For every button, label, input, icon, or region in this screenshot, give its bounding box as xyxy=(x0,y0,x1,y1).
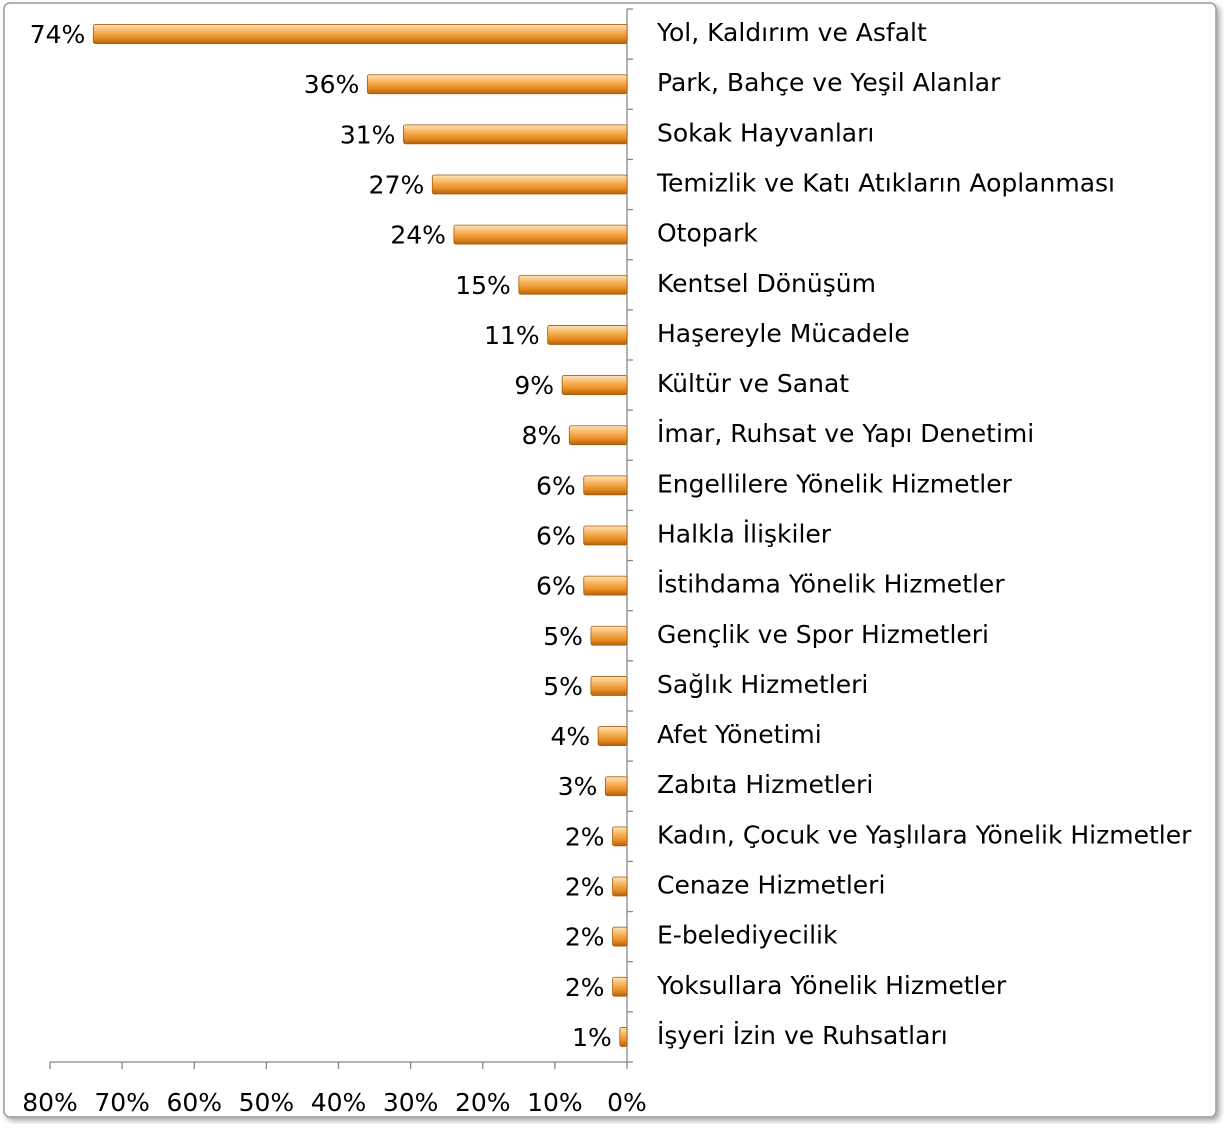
data-label: 27% xyxy=(369,171,425,200)
category-label: Sağlık Hizmetleri xyxy=(657,670,868,699)
category-label: Kadın, Çocuk ve Yaşlılara Yönelik Hizmet… xyxy=(657,820,1192,849)
x-tick-label: 10% xyxy=(527,1088,583,1117)
category-label: E-belediyecilik xyxy=(657,921,838,950)
category-label: Yol, Kaldırım ve Asfalt xyxy=(656,18,927,47)
bar xyxy=(453,224,628,245)
category-label: İmar, Ruhsat ve Yapı Denetimi xyxy=(657,419,1034,448)
bar xyxy=(561,375,628,395)
category-label: Yoksullara Yönelik Hizmetler xyxy=(656,971,1007,1000)
bar xyxy=(612,976,628,997)
bar xyxy=(518,274,628,295)
data-label: 36% xyxy=(304,70,360,99)
data-label: 1% xyxy=(572,1023,612,1052)
data-label: 2% xyxy=(565,973,605,1002)
x-tick-label: 80% xyxy=(22,1088,78,1117)
category-label: İstihdama Yönelik Hizmetler xyxy=(657,570,1005,599)
bar xyxy=(92,24,628,44)
bar xyxy=(403,124,628,145)
bar xyxy=(583,575,628,596)
data-label: 31% xyxy=(340,120,396,149)
bar xyxy=(431,174,628,195)
category-label: Kültür ve Sanat xyxy=(657,369,849,398)
x-tick-label: 20% xyxy=(455,1088,511,1117)
bar xyxy=(590,625,628,646)
category-label: Halkla İlişkiler xyxy=(657,520,832,549)
x-tick-label: 70% xyxy=(94,1088,150,1117)
chart-frame xyxy=(3,2,1217,1118)
data-label: 6% xyxy=(536,471,576,500)
category-label: Sokak Hayvanları xyxy=(657,118,874,147)
category-label: Haşereyle Mücadele xyxy=(657,319,910,348)
category-label: Zabıta Hizmetleri xyxy=(657,770,873,799)
category-label: Park, Bahçe ve Yeşil Alanlar xyxy=(657,68,1001,97)
category-label: İşyeri İzin ve Ruhsatları xyxy=(657,1021,948,1050)
x-tick-label: 0% xyxy=(607,1088,647,1117)
data-label: 15% xyxy=(455,271,511,300)
bar xyxy=(366,74,628,95)
data-label: 8% xyxy=(522,421,562,450)
category-label: Temizlik ve Katı Atıkların Aoplanması xyxy=(656,169,1115,198)
category-label: Kentsel Dönüşüm xyxy=(657,269,876,298)
x-tick-label: 40% xyxy=(311,1088,367,1117)
bar xyxy=(619,1027,628,1047)
data-label: 11% xyxy=(484,321,540,350)
data-label: 4% xyxy=(550,722,590,751)
data-label: 24% xyxy=(390,221,446,250)
x-tick-label: 50% xyxy=(239,1088,295,1117)
category-label: Engellilere Yönelik Hizmetler xyxy=(657,469,1013,498)
bar xyxy=(612,876,628,897)
bar xyxy=(547,325,628,345)
category-label: Otopark xyxy=(657,219,758,248)
bar xyxy=(583,475,628,496)
data-label: 6% xyxy=(536,522,576,551)
bar xyxy=(612,926,628,947)
data-label: 5% xyxy=(543,622,583,651)
x-tick-label: 30% xyxy=(383,1088,439,1117)
bar xyxy=(612,826,628,847)
bar xyxy=(590,676,628,696)
data-label: 6% xyxy=(536,572,576,601)
x-tick-label: 60% xyxy=(166,1088,222,1117)
data-label: 5% xyxy=(543,672,583,701)
data-label: 74% xyxy=(30,20,86,49)
bar xyxy=(597,726,628,746)
data-label: 2% xyxy=(565,923,605,952)
data-label: 2% xyxy=(565,873,605,902)
category-label: Cenaze Hizmetleri xyxy=(657,871,885,900)
category-label: Afet Yönetimi xyxy=(657,720,822,749)
data-label: 3% xyxy=(558,772,598,801)
bar xyxy=(604,776,628,797)
bar xyxy=(583,525,628,546)
data-label: 9% xyxy=(514,371,554,400)
category-label: Gençlik ve Spor Hizmetleri xyxy=(657,620,989,649)
data-label: 2% xyxy=(565,822,605,851)
bar xyxy=(568,425,628,446)
